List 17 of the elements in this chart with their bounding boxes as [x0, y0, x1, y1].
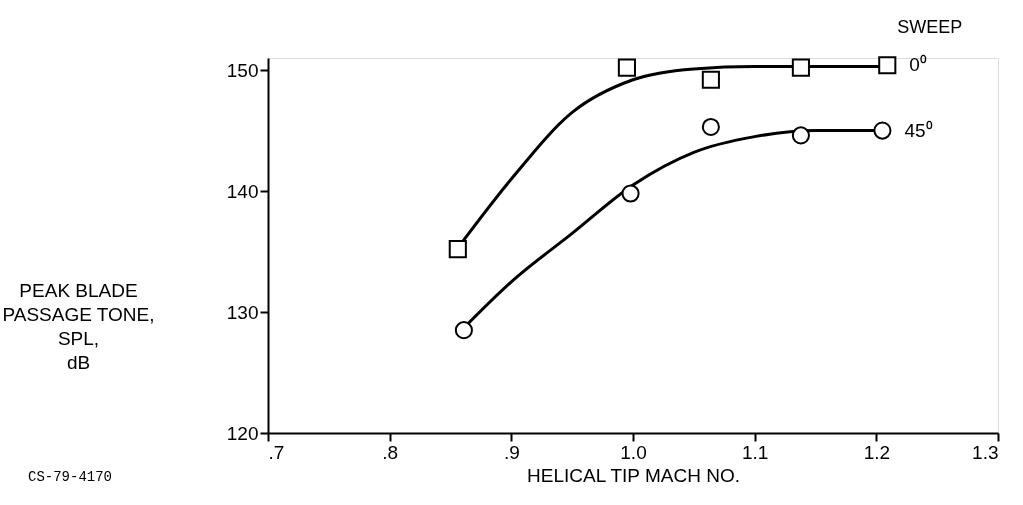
x-tick-label: 1.0 — [620, 441, 647, 463]
y-tick-label: 130 — [226, 301, 259, 323]
y-tick-label: 140 — [226, 180, 259, 202]
y-tick-label: 120 — [226, 422, 259, 444]
x-tick-label: 1.3 — [972, 441, 999, 463]
series-label: 45⁰ — [904, 119, 933, 141]
text: CS-79-4170 — [28, 469, 113, 485]
x-tick-label: .9 — [503, 441, 520, 463]
y-tick-label: 150 — [226, 59, 259, 81]
legend-title: SWEEP — [897, 17, 963, 37]
x-tick-label: .7 — [268, 441, 285, 463]
series-label: 0⁰ — [909, 54, 927, 76]
x-tick-label: 1.1 — [741, 441, 769, 463]
x-tick-label: 1.2 — [863, 441, 891, 463]
x-axis-title: HELICAL TIP MACH NO. — [527, 464, 740, 486]
y-axis-title: PEAK BLADE PASSAGE TONE, SPL, dB — [2, 280, 155, 373]
x-tick-label: .8 — [382, 441, 399, 463]
